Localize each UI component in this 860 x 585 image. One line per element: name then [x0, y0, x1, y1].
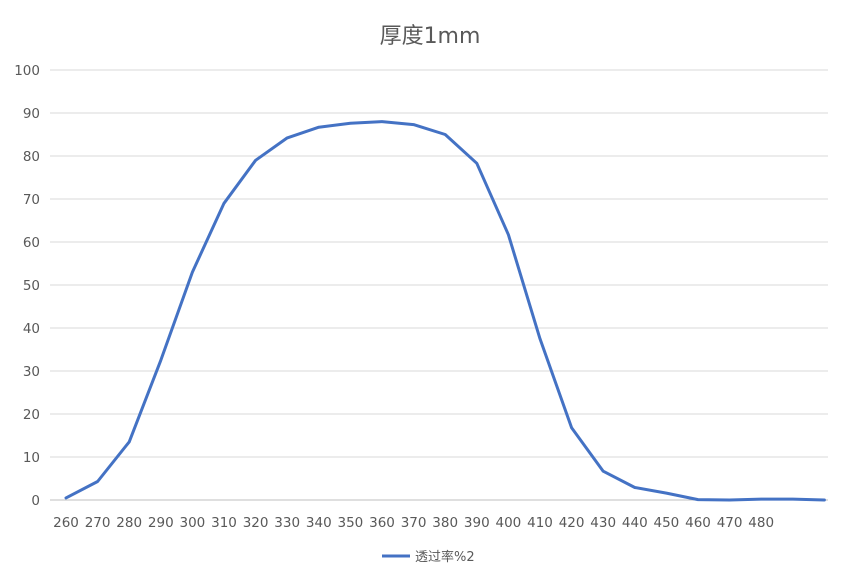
x-tick-label: 430: [590, 515, 616, 531]
x-tick-label: 460: [685, 515, 711, 531]
x-tick-label: 290: [148, 515, 174, 531]
x-tick-label: 330: [274, 515, 300, 531]
y-tick-label: 80: [23, 149, 40, 165]
legend-label: 透过率%2: [415, 549, 475, 565]
x-tick-label: 450: [654, 515, 680, 531]
x-tick-label: 360: [369, 515, 395, 531]
x-tick-label: 300: [180, 515, 206, 531]
y-tick-label: 10: [23, 450, 40, 466]
x-axis-tick-labels: 260 270 280 290 300 310 320 330 340 350 360 370 380 3…: [53, 515, 774, 531]
x-tick-label: 350: [338, 515, 364, 531]
y-tick-label: 100: [14, 63, 40, 79]
legend: 透过率%2: [382, 549, 475, 565]
y-tick-label: 40: [23, 321, 40, 337]
gridlines: [50, 69, 828, 501]
x-tick-label: 390: [464, 515, 490, 531]
y-tick-label: 60: [23, 235, 40, 251]
y-tick-label: 0: [31, 493, 40, 509]
series-layer: [64, 120, 826, 502]
x-tick-label: 270: [85, 515, 111, 531]
x-tick-label: 420: [559, 515, 585, 531]
y-axis-tick-labels: 0 10 20 30 40 50 60 70 80 90 100: [14, 63, 40, 509]
y-tick-label: 20: [23, 407, 40, 423]
y-tick-label: 30: [23, 364, 40, 380]
x-tick-label: 280: [116, 515, 142, 531]
x-tick-label: 400: [496, 515, 522, 531]
x-tick-label: 480: [748, 515, 774, 531]
x-tick-label: 260: [53, 515, 79, 531]
x-tick-label: 370: [401, 515, 427, 531]
x-tick-label: 410: [527, 515, 553, 531]
series-line-0: [64, 120, 826, 502]
x-tick-label: 470: [717, 515, 743, 531]
x-tick-label: 310: [211, 515, 237, 531]
x-tick-label: 320: [243, 515, 269, 531]
y-tick-label: 70: [23, 192, 40, 208]
y-tick-label: 90: [23, 106, 40, 122]
x-tick-label: 340: [306, 515, 332, 531]
y-tick-label: 50: [23, 278, 40, 294]
chart-title: 厚度1mm: [380, 24, 481, 49]
x-tick-label: 380: [432, 515, 458, 531]
x-tick-label: 440: [622, 515, 648, 531]
